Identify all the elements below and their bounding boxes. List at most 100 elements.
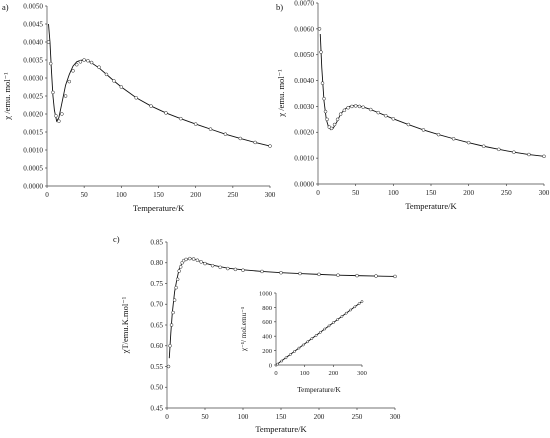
x-tick-label: 150 bbox=[426, 189, 437, 197]
data-point bbox=[297, 346, 301, 350]
y-tick-label: 0.0005 bbox=[23, 164, 43, 172]
x-tick-label: 250 bbox=[501, 189, 512, 197]
data-point bbox=[331, 321, 335, 325]
x-tick-label: 300 bbox=[265, 191, 276, 199]
y-tick-label: 0.0000 bbox=[294, 180, 314, 188]
x-axis-title: Temperature/K bbox=[297, 386, 341, 394]
data-point bbox=[233, 267, 238, 272]
data-point bbox=[210, 263, 215, 268]
data-point bbox=[179, 116, 183, 121]
data-point bbox=[466, 140, 471, 145]
data-point bbox=[344, 311, 348, 315]
x-axis-title: Temperature/K bbox=[405, 201, 457, 211]
data-point bbox=[171, 310, 175, 315]
y-tick-label: 0.0030 bbox=[294, 103, 314, 111]
y-tick-label: 0.0010 bbox=[294, 155, 314, 163]
data-point bbox=[350, 104, 354, 109]
data-point bbox=[276, 362, 279, 366]
data-point bbox=[284, 356, 288, 360]
x-tick-label: 50 bbox=[81, 191, 89, 199]
data-point bbox=[238, 136, 243, 141]
data-point bbox=[169, 323, 174, 327]
x-tick-label: 0 bbox=[274, 370, 277, 377]
y-tick-label: 0.65 bbox=[150, 321, 163, 329]
data-point bbox=[280, 359, 284, 363]
fit-line bbox=[48, 23, 271, 147]
data-point bbox=[178, 265, 183, 269]
data-point bbox=[223, 132, 228, 136]
data-point bbox=[497, 147, 501, 152]
data-point bbox=[54, 114, 58, 118]
data-point bbox=[218, 265, 222, 270]
x-tick-label: 250 bbox=[352, 413, 363, 421]
y-tick-label: 0.0050 bbox=[294, 51, 314, 59]
data-point bbox=[149, 104, 153, 108]
data-point bbox=[193, 122, 198, 126]
data-point bbox=[241, 268, 245, 272]
y-tick-label: 0.0000 bbox=[23, 182, 43, 190]
data-point bbox=[82, 58, 86, 62]
data-point bbox=[175, 277, 180, 282]
y-tick-label: 0.85 bbox=[150, 238, 163, 246]
x-tick-label: 150 bbox=[153, 191, 164, 199]
y-axis-title: χ /emu. mol⁻¹ bbox=[2, 72, 12, 121]
data-point bbox=[357, 302, 361, 306]
y-tick-label: 0.0040 bbox=[294, 77, 314, 85]
chart-panel-a: 0 50 100 150 200 250 300 0.0000 0.0005 0.0010 0.00… bbox=[2, 2, 276, 213]
y-tick-label: 0.0040 bbox=[23, 38, 43, 46]
fit-line bbox=[275, 301, 363, 366]
y-tick-label: 0.0050 bbox=[23, 2, 43, 10]
fit-line bbox=[319, 34, 545, 157]
data-point bbox=[310, 337, 314, 340]
x-tick-label: 100 bbox=[238, 413, 249, 421]
data-point bbox=[393, 274, 397, 279]
data-point bbox=[172, 298, 177, 302]
data-point bbox=[323, 109, 328, 114]
data-point bbox=[63, 94, 68, 98]
y-tick-label: 0.0035 bbox=[23, 56, 43, 64]
x-tick-label: 100 bbox=[300, 370, 310, 377]
data-point bbox=[342, 108, 347, 113]
data-point bbox=[260, 269, 264, 274]
panel-a-label: a) bbox=[2, 2, 9, 12]
data-point bbox=[360, 300, 364, 303]
x-tick-label: 300 bbox=[357, 370, 367, 377]
y-tick-label: 0.0020 bbox=[23, 110, 43, 118]
data-point bbox=[174, 285, 178, 290]
x-axis-title: Temperature/K bbox=[255, 424, 307, 434]
y-axis-title: χ /emu. mol⁻¹ bbox=[276, 69, 286, 118]
data-point bbox=[314, 334, 318, 337]
y-tick-label: 0.75 bbox=[150, 280, 163, 288]
data-point bbox=[78, 60, 83, 64]
x-tick-label: 300 bbox=[539, 189, 550, 197]
data-point bbox=[376, 110, 381, 115]
x-tick-label: 200 bbox=[314, 413, 325, 421]
data-point bbox=[188, 256, 192, 261]
data-point bbox=[317, 27, 322, 31]
y-tick-label: 0.0060 bbox=[294, 25, 314, 33]
data-point bbox=[340, 314, 344, 318]
data-point bbox=[112, 79, 116, 83]
data-point bbox=[323, 327, 327, 331]
x-tick-label: 0 bbox=[316, 189, 320, 197]
x-tick-label: 50 bbox=[201, 413, 209, 421]
data-point bbox=[134, 96, 138, 100]
y-tick-label: 200 bbox=[262, 348, 272, 355]
data-point bbox=[89, 60, 94, 65]
data-point bbox=[288, 353, 292, 356]
data-point bbox=[346, 105, 350, 110]
data-point bbox=[391, 117, 396, 121]
data-point bbox=[71, 69, 75, 73]
data-point bbox=[57, 119, 61, 123]
data-point bbox=[357, 104, 362, 109]
y-tick-label: 400 bbox=[262, 334, 272, 341]
y-tick-label: 0.0025 bbox=[23, 92, 43, 100]
y-tick-label: 0 bbox=[269, 362, 272, 369]
panel-c-label: c) bbox=[113, 234, 120, 244]
y-tick-label: 0.0015 bbox=[23, 128, 43, 136]
x-tick-label: 100 bbox=[116, 191, 127, 199]
y-tick-label: 0.0020 bbox=[294, 129, 314, 137]
y-axis-title: χT/emu.K.mol⁻¹ bbox=[120, 296, 130, 354]
x-tick-label: 300 bbox=[390, 413, 401, 421]
